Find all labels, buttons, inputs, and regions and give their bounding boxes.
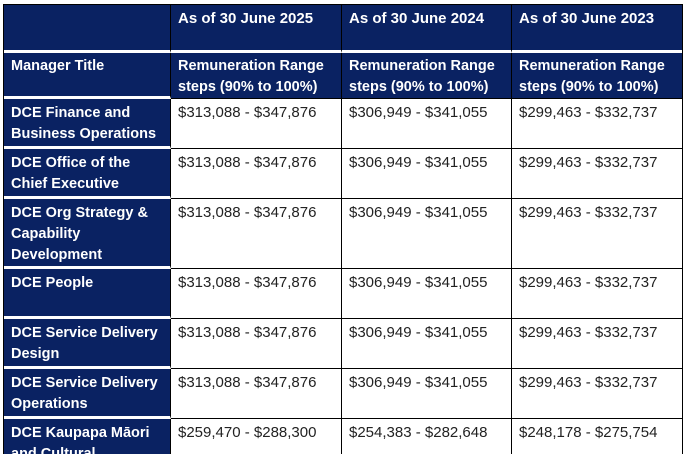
range-cell: $313,088 - $347,876 [171,149,342,200]
table-row: DCE People $313,088 - $347,876 $306,949 … [4,269,682,320]
range-subheader-2025: Remuneration Range steps (90% to 100%) [171,53,342,100]
range-subheader-2024: Remuneration Range steps (90% to 100%) [342,53,512,100]
range-cell: $313,088 - $347,876 [171,319,342,370]
range-cell: $299,463 - $332,737 [512,149,682,200]
manager-title-cell: DCE Finance and Business Operations [4,99,171,150]
table-row: DCE Org Strategy & Capability Developmen… [4,199,682,270]
manager-title-cell: DCE Kaupapa Māori and Cultural Communiti… [4,419,171,454]
range-cell: $306,949 - $341,055 [342,319,512,370]
table-row: DCE Kaupapa Māori and Cultural Communiti… [4,419,682,454]
corner-cell [4,5,171,53]
range-cell: $259,470 - $288,300 [171,419,342,454]
range-cell: $299,463 - $332,737 [512,319,682,370]
range-cell: $299,463 - $332,737 [512,369,682,420]
range-subheader-2023: Remuneration Range steps (90% to 100%) [512,53,682,100]
range-cell: $306,949 - $341,055 [342,149,512,200]
manager-title-cell: DCE Office of the Chief Executive [4,149,171,200]
manager-title-cell: DCE Service Delivery Design [4,319,171,370]
range-cell: $306,949 - $341,055 [342,269,512,320]
range-cell: $299,463 - $332,737 [512,99,682,150]
manager-title-cell: DCE People [4,269,171,320]
range-cell: $313,088 - $347,876 [171,199,342,270]
range-cell: $299,463 - $332,737 [512,269,682,320]
year-header-2024: As of 30 June 2024 [342,5,512,53]
year-header-2023: As of 30 June 2023 [512,5,682,53]
table-row: DCE Service Delivery Operations $313,088… [4,369,682,420]
range-cell: $248,178 - $275,754 [512,419,682,454]
range-cell: $306,949 - $341,055 [342,369,512,420]
table-row: DCE Finance and Business Operations $313… [4,99,682,150]
range-cell: $313,088 - $347,876 [171,369,342,420]
table-row: DCE Service Delivery Design $313,088 - $… [4,319,682,370]
range-cell: $313,088 - $347,876 [171,269,342,320]
year-header-row: As of 30 June 2025 As of 30 June 2024 As… [4,5,682,53]
range-cell: $306,949 - $341,055 [342,199,512,270]
range-cell: $299,463 - $332,737 [512,199,682,270]
remuneration-table: As of 30 June 2025 As of 30 June 2024 As… [3,4,683,454]
table-row: DCE Office of the Chief Executive $313,0… [4,149,682,200]
subheader-row: Manager Title Remuneration Range steps (… [4,53,682,100]
manager-title-cell: DCE Service Delivery Operations [4,369,171,420]
manager-title-header: Manager Title [4,53,171,100]
range-cell: $313,088 - $347,876 [171,99,342,150]
year-header-2025: As of 30 June 2025 [171,5,342,53]
manager-title-cell: DCE Org Strategy & Capability Developmen… [4,199,171,270]
range-cell: $254,383 - $282,648 [342,419,512,454]
range-cell: $306,949 - $341,055 [342,99,512,150]
